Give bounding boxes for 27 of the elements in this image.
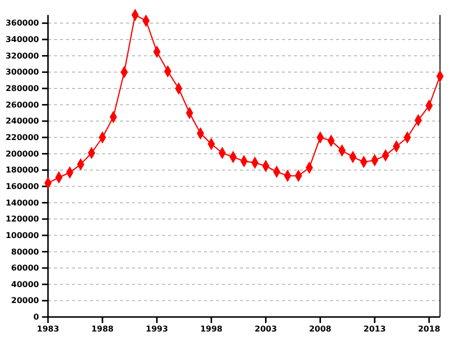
y-tick-label: 180000 (6, 166, 40, 175)
x-tick-label: 2008 (309, 324, 332, 334)
x-tick-label: 1983 (36, 324, 60, 334)
y-tick-label: 60000 (11, 264, 40, 273)
x-tick-label: 1988 (91, 324, 114, 334)
y-tick-label: 360000 (6, 18, 40, 28)
y-tick-label: 100000 (6, 230, 40, 240)
y-tick-label: 240000 (6, 116, 40, 126)
x-tick-label: 2003 (254, 324, 277, 334)
y-tick-label: 40000 (11, 280, 40, 289)
y-tick-label: 340000 (6, 35, 40, 44)
y-tick-label: 220000 (6, 132, 40, 142)
y-tick-label: 80000 (11, 247, 40, 256)
y-tick-label: 280000 (6, 84, 40, 94)
x-tick-label: 2013 (364, 324, 386, 334)
y-tick-label: 260000 (6, 100, 40, 110)
y-tick-label: 120000 (6, 214, 40, 224)
y-tick-label: 140000 (6, 198, 40, 208)
x-tick-label: 1998 (200, 324, 223, 334)
x-tick-label: 2018 (418, 324, 441, 334)
y-tick-label: 300000 (6, 68, 40, 77)
y-tick-label: 0 (33, 312, 40, 322)
y-tick-label: 160000 (6, 182, 40, 191)
y-tick-label: 200000 (6, 149, 40, 158)
x-tick-label: 1993 (146, 324, 168, 334)
y-tick-label: 320000 (6, 51, 40, 60)
y-tick-label: 20000 (11, 296, 40, 306)
